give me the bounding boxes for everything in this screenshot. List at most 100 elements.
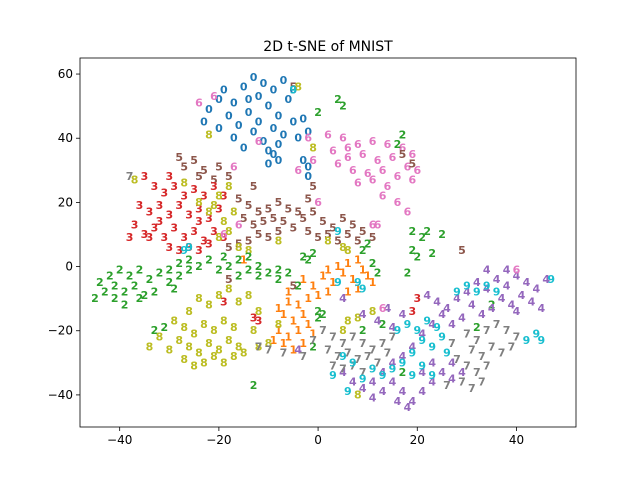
point-digit-8: 8 [146, 340, 154, 353]
point-digit-2: 2 [304, 254, 312, 267]
point-digit-2: 2 [225, 260, 233, 273]
point-digit-3: 3 [408, 305, 416, 318]
point-digit-2: 2 [160, 321, 168, 334]
point-digit-3: 3 [141, 228, 149, 241]
point-digit-8: 8 [235, 241, 243, 254]
point-digit-8: 8 [205, 299, 213, 312]
point-digit-2: 2 [156, 267, 164, 280]
point-digit-7: 7 [513, 331, 521, 344]
point-digit-5: 5 [235, 193, 243, 206]
point-digit-5: 5 [289, 279, 297, 292]
point-digit-3: 3 [190, 183, 198, 196]
point-digit-2: 2 [413, 250, 421, 263]
point-digit-0: 0 [270, 122, 278, 135]
point-digit-2: 2 [220, 250, 228, 263]
point-digit-7: 7 [503, 324, 511, 337]
y-tick-label: 20 [58, 195, 73, 209]
point-digit-8: 8 [230, 206, 238, 219]
point-digit-8: 8 [245, 289, 253, 302]
point-digit-5: 5 [309, 180, 317, 193]
point-digit-0: 0 [230, 96, 238, 109]
point-digit-5: 5 [458, 244, 466, 257]
point-digit-2: 2 [364, 238, 372, 251]
point-digit-0: 0 [299, 113, 307, 126]
point-digit-4: 4 [399, 308, 407, 321]
point-digit-4: 4 [408, 340, 416, 353]
point-digit-3: 3 [195, 202, 203, 215]
point-digit-2: 2 [96, 276, 104, 289]
point-digit-2: 2 [245, 250, 253, 263]
point-digit-2: 2 [185, 263, 193, 276]
point-digit-0: 0 [299, 154, 307, 167]
point-digit-9: 9 [379, 369, 387, 382]
point-digit-4: 4 [518, 289, 526, 302]
point-digit-5: 5 [200, 164, 208, 177]
point-digit-4: 4 [478, 308, 486, 321]
point-digit-5: 5 [314, 231, 322, 244]
point-digit-9: 9 [413, 324, 421, 337]
x-tick-label: 40 [509, 433, 524, 447]
point-digit-1: 1 [319, 270, 327, 283]
point-digit-5: 5 [399, 148, 407, 161]
point-digit-4: 4 [359, 382, 367, 395]
point-digit-9: 9 [438, 331, 446, 344]
point-digit-2: 2 [170, 283, 178, 296]
point-digit-3: 3 [175, 199, 183, 212]
point-digit-0: 0 [270, 148, 278, 161]
point-digit-6: 6 [374, 154, 382, 167]
point-digit-7: 7 [329, 331, 337, 344]
point-digit-7: 7 [126, 170, 134, 183]
point-digit-8: 8 [255, 340, 263, 353]
point-digit-7: 7 [265, 344, 273, 357]
point-digit-7: 7 [478, 350, 486, 363]
point-digit-6: 6 [220, 228, 228, 241]
point-digit-7: 7 [364, 350, 372, 363]
point-digit-0: 0 [275, 109, 283, 122]
point-digit-5: 5 [225, 170, 233, 183]
point-digit-9: 9 [418, 360, 426, 373]
point-digit-8: 8 [265, 337, 273, 350]
point-digit-2: 2 [205, 254, 213, 267]
point-digit-2: 2 [334, 93, 342, 106]
point-digit-1: 1 [349, 273, 357, 286]
point-digit-7: 7 [478, 376, 486, 389]
point-digit-2: 2 [151, 324, 159, 337]
point-digit-0: 0 [275, 138, 283, 151]
point-digit-7: 7 [339, 363, 347, 376]
point-digit-5: 5 [245, 234, 253, 247]
point-digit-8: 8 [294, 80, 302, 93]
point-digit-6: 6 [364, 167, 372, 180]
point-digit-9: 9 [339, 350, 347, 363]
point-digit-8: 8 [180, 177, 188, 190]
point-digit-2: 2 [428, 247, 436, 260]
point-digit-4: 4 [513, 270, 521, 283]
point-digit-8: 8 [275, 234, 283, 247]
point-digit-2: 2 [438, 228, 446, 241]
point-digit-3: 3 [175, 244, 183, 257]
point-digit-7: 7 [463, 360, 471, 373]
point-digit-3: 3 [151, 222, 159, 235]
point-digit-6: 6 [394, 196, 402, 209]
point-digit-0: 0 [270, 84, 278, 97]
point-digit-4: 4 [537, 302, 545, 315]
point-digit-2: 2 [359, 244, 367, 257]
point-digit-1: 1 [284, 286, 292, 299]
point-digit-5: 5 [225, 241, 233, 254]
point-digit-8: 8 [235, 295, 243, 308]
point-digit-5: 5 [250, 180, 258, 193]
point-digit-0: 0 [250, 71, 258, 84]
point-digit-0: 0 [225, 109, 233, 122]
point-digit-2: 2 [294, 279, 302, 292]
point-digit-2: 2 [101, 286, 109, 299]
point-digit-7: 7 [498, 347, 506, 360]
point-digit-2: 2 [250, 379, 258, 392]
point-digit-2: 2 [374, 267, 382, 280]
point-digit-6: 6 [344, 141, 352, 154]
point-digit-1: 1 [339, 267, 347, 280]
point-digit-4: 4 [408, 395, 416, 408]
point-digit-2: 2 [141, 289, 149, 302]
point-digit-5: 5 [265, 202, 273, 215]
point-digit-0: 0 [255, 90, 263, 103]
point-digit-1: 1 [314, 289, 322, 302]
